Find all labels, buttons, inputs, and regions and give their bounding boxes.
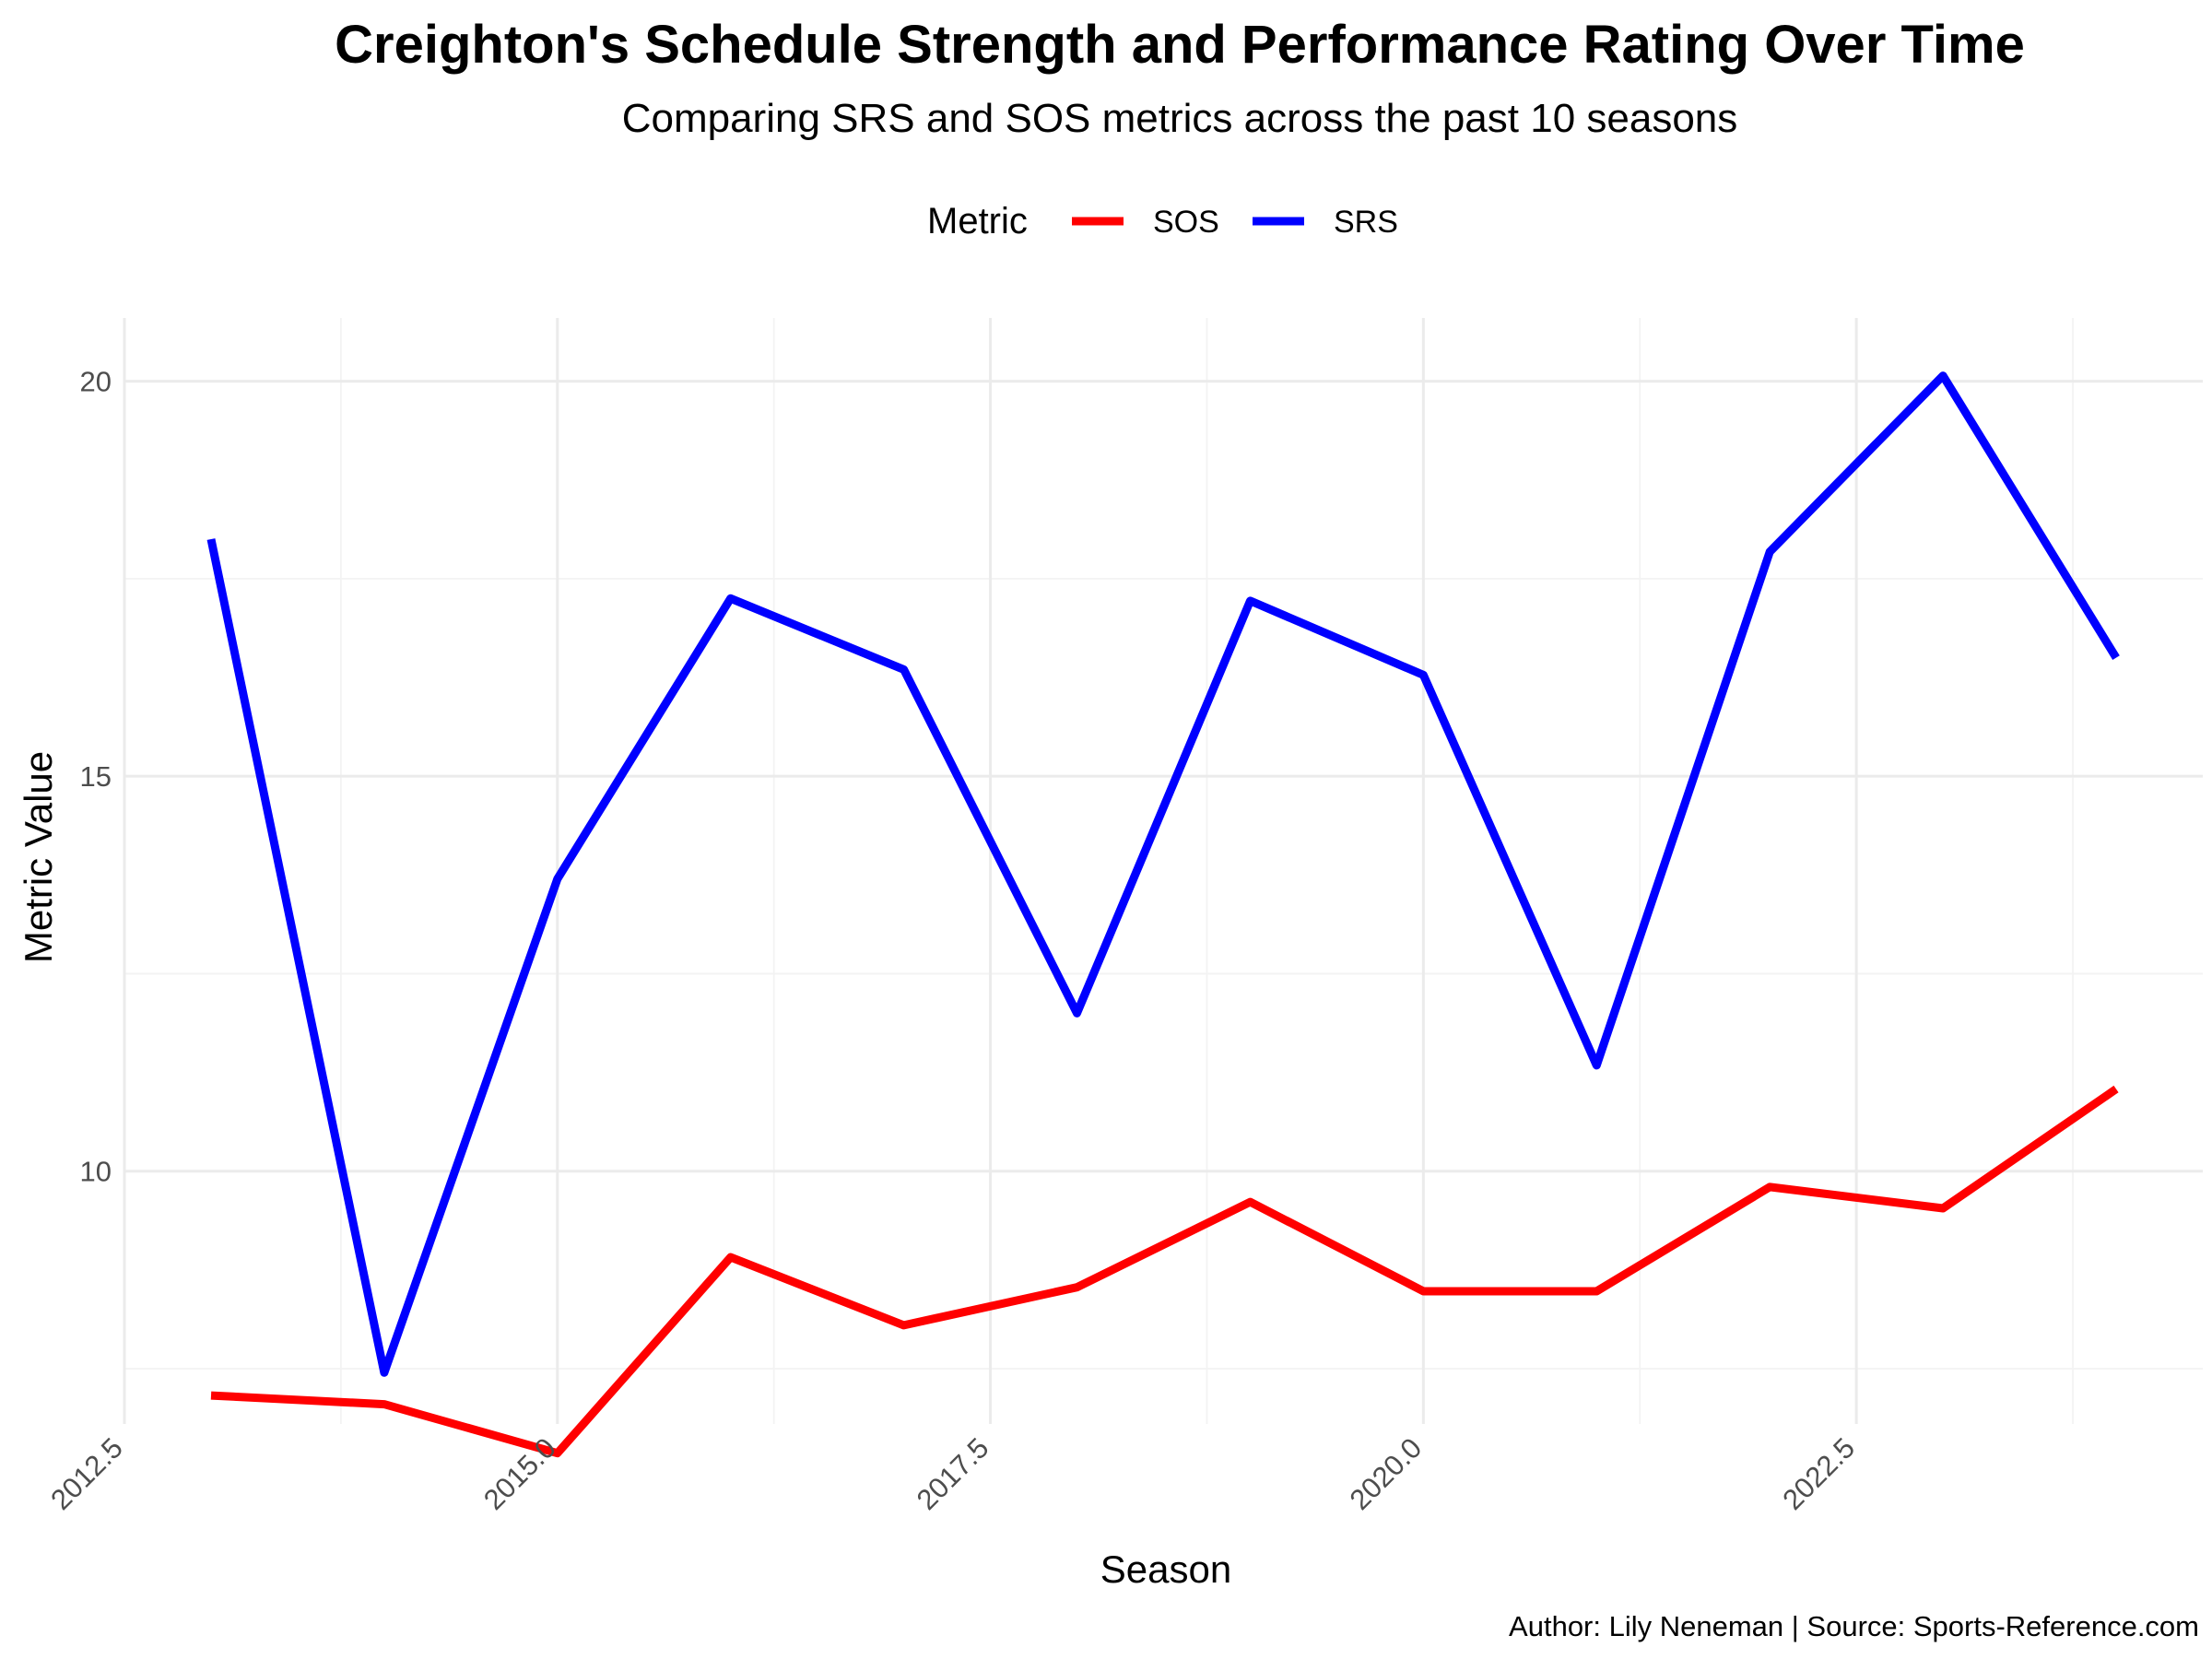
legend-entry-srs: SRS [1253, 205, 1398, 240]
legend: Metric SOS SRS [927, 201, 1398, 241]
legend-entries: SOS SRS [1072, 205, 1398, 240]
x-tick-label: 2022.5 [1776, 1431, 1861, 1516]
series-layer [206, 371, 2120, 1458]
y-tick-label: 20 [80, 366, 112, 398]
x-tick-label: 2012.5 [44, 1431, 129, 1516]
chart-subtitle: Comparing SRS and SOS metrics across the… [622, 96, 1738, 141]
y-tick-label: 15 [80, 760, 112, 793]
y-axis-ticks: 10 15 20 [80, 366, 112, 1188]
chart-title: Creighton's Schedule Strength and Perfor… [335, 15, 2025, 75]
x-tick-label: 2017.5 [911, 1431, 995, 1516]
legend-title: Metric [927, 201, 1028, 241]
series-line-srs [206, 371, 2120, 1377]
y-axis-title: Metric Value [17, 751, 60, 963]
chart-caption: Author: Lily Neneman | Source: Sports-Re… [1509, 1610, 2199, 1642]
x-axis-title: Season [1100, 1547, 1231, 1591]
legend-label-sos: SOS [1153, 205, 1219, 240]
legend-label-srs: SRS [1334, 205, 1398, 240]
x-axis-ticks: 2012.5 2015.0 2017.5 2020.0 2022.5 [44, 1431, 1861, 1516]
series-line-sos [210, 1085, 2119, 1458]
grid [123, 318, 2203, 1424]
legend-entry-sos: SOS [1072, 205, 1219, 240]
x-tick-label: 2020.0 [1344, 1431, 1429, 1516]
y-tick-label: 10 [80, 1156, 112, 1188]
